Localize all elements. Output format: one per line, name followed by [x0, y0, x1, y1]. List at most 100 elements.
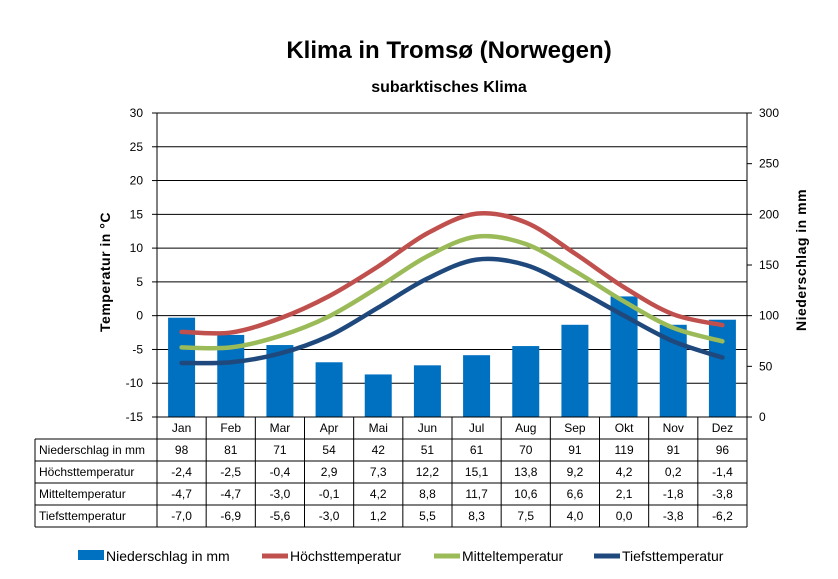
left-tick-label: 5	[136, 275, 143, 289]
table-cell: -2,5	[220, 465, 241, 479]
table-cell: 2,9	[321, 465, 338, 479]
data-table: Jan Feb Mar Apr Mai Jun Jul Aug Sep Okt Nov Dez Nied…	[34, 416, 748, 528]
table-cell: -3,0	[319, 509, 340, 523]
legend-label: Mitteltemperatur	[462, 548, 563, 564]
table-cell: 2,1	[616, 487, 633, 501]
precipitation-bar	[315, 362, 343, 417]
legend-swatch-bar	[78, 550, 104, 560]
table-cell: 1,2	[370, 509, 387, 523]
right-tick-label: 300	[759, 106, 779, 120]
mitteltemperatur-line	[179, 233, 725, 351]
table-header-cell: Aug	[515, 421, 536, 435]
table-cell: -1,4	[712, 465, 733, 479]
table-header-cell: Okt	[615, 421, 634, 435]
table-cell: 91	[568, 443, 582, 457]
table-cell: -4,7	[171, 487, 192, 501]
table-header-cell: Jan	[172, 421, 191, 435]
table-header-cell: Sep	[564, 421, 586, 435]
tiefsttemperatur-line	[179, 256, 725, 366]
temperature-lines	[179, 210, 725, 366]
legend: Niederschlag in mm Höchsttemperatur Mittel…	[78, 548, 724, 564]
chart-title: Klima in Tromsø (Norwegen)	[286, 37, 611, 64]
table-cell: 12,2	[416, 465, 440, 479]
table-cell: 11,7	[465, 487, 488, 501]
table-cell: 9,2	[567, 465, 584, 479]
h-chsttemperatur-line	[179, 210, 725, 336]
table-cell: 7,5	[517, 509, 534, 523]
table-cell: -6,2	[712, 509, 733, 523]
table-cell: 13,8	[514, 465, 538, 479]
table-row-label: Tiefsttemperatur	[39, 509, 126, 523]
table-cell: 42	[372, 443, 386, 457]
table-cell: 6,6	[567, 487, 584, 501]
table-header-cell: Apr	[320, 421, 339, 435]
right-tick-label: 250	[759, 157, 779, 171]
table-cell: 98	[175, 443, 189, 457]
table-row-label: Niederschlag in mm	[39, 443, 145, 457]
table-cell: 4,2	[616, 465, 633, 479]
chart-subtitle: subarktisches Klima	[371, 79, 527, 96]
precipitation-bar	[561, 324, 589, 417]
table-cell: 81	[224, 443, 238, 457]
table-cell: 10,6	[514, 487, 538, 501]
left-tick-label: 30	[130, 106, 144, 120]
precipitation-bar	[463, 355, 491, 417]
table-cell: 7,3	[370, 465, 387, 479]
table-cell: 5,5	[419, 509, 436, 523]
left-tick-label: -5	[132, 342, 143, 356]
table-cell: -7,0	[171, 509, 192, 523]
table-header-cell: Feb	[220, 421, 241, 435]
left-tick-label: -10	[126, 376, 144, 390]
table-cell: 8,3	[468, 509, 485, 523]
table-row-label: Mitteltemperatur	[39, 487, 126, 501]
table-cell: 4,2	[370, 487, 387, 501]
table-cell: -6,9	[220, 509, 241, 523]
legend-label: Tiefsttemperatur	[622, 548, 724, 564]
precipitation-bar	[708, 319, 736, 417]
table-cell: -0,4	[270, 465, 291, 479]
right-tick-label: 0	[759, 410, 766, 424]
left-tick-label: 0	[136, 309, 143, 323]
table-cell: -0,1	[319, 487, 340, 501]
table-cell: 0,0	[616, 509, 633, 523]
table-cell: 51	[421, 443, 435, 457]
precipitation-bars	[168, 296, 736, 417]
left-tick-label: 15	[130, 207, 144, 221]
table-cell: 119	[615, 443, 634, 457]
right-tick-label: 50	[759, 359, 773, 373]
left-tick-label: -15	[126, 410, 144, 424]
precipitation-bar	[364, 374, 392, 417]
table-header-cell: Nov	[663, 421, 684, 435]
table-cell: -3,0	[270, 487, 291, 501]
table-cell: -1,8	[663, 487, 684, 501]
left-tick-label: 25	[130, 140, 144, 154]
legend-label: Niederschlag in mm	[106, 548, 230, 564]
table-cell: 71	[273, 443, 287, 457]
table-cell: -5,6	[270, 509, 291, 523]
table-header-cell: Dez	[712, 421, 733, 435]
table-cell: 8,8	[419, 487, 436, 501]
table-cell: -3,8	[663, 509, 684, 523]
table-cell: -3,8	[712, 487, 733, 501]
table-cell: 15,1	[465, 465, 489, 479]
table-cell: 4,0	[567, 509, 584, 523]
table-cell: -2,4	[171, 465, 192, 479]
right-tick-label: 100	[759, 309, 779, 323]
y-axis-left-label: Temperatur in °C	[97, 212, 113, 332]
table-header-cell: Jun	[418, 421, 437, 435]
y-axis-right-label: Niederschlag in mm	[793, 189, 809, 331]
precipitation-bar	[512, 346, 540, 417]
right-tick-label: 150	[759, 258, 779, 272]
table-header-cell: Mar	[270, 421, 291, 435]
table-row-label: Höchsttemperatur	[39, 465, 134, 479]
table-header-cell: Mai	[369, 421, 388, 435]
table-cell: 61	[470, 443, 484, 457]
table-cell: -4,7	[220, 487, 241, 501]
table-cell: 91	[667, 443, 681, 457]
table-cell: 96	[716, 443, 730, 457]
table-cell: 54	[322, 443, 336, 457]
table-cell: 0,2	[665, 465, 682, 479]
table-header-cell: Jul	[469, 421, 484, 435]
precipitation-bar	[413, 365, 441, 417]
